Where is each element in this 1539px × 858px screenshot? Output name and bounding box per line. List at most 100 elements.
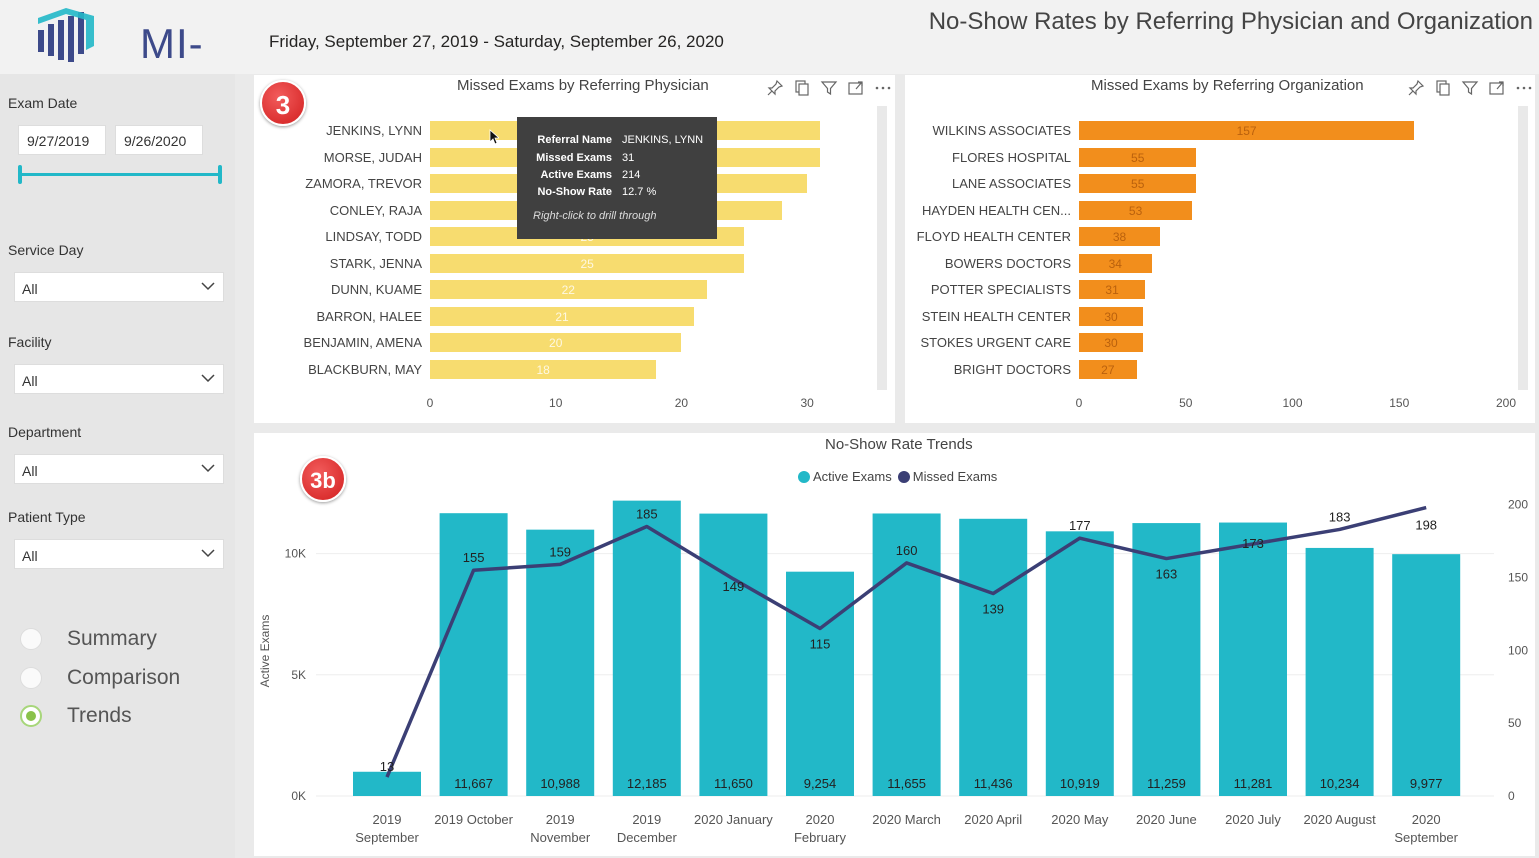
bar-value-label: 11,650 [714,776,753,791]
patient-type-dropdown[interactable]: All [14,539,224,569]
more-options-icon[interactable] [874,79,892,97]
line-value-label: 13 [380,759,394,774]
x-axis-tick: 10 [549,396,563,410]
slider-end-handle[interactable] [218,165,222,184]
line-value-label: 155 [463,550,485,565]
radio-summary[interactable] [20,628,42,650]
page-title: No-Show Rates by Referring Physician and… [928,8,1533,35]
organization-visual-header [1407,79,1533,97]
x-axis-tick: 2020 March [872,812,941,827]
bar[interactable] [1079,306,1144,326]
y-right-tick: 100 [1508,643,1528,657]
bar-value-label: 10,988 [540,776,580,791]
bar[interactable] [430,253,745,273]
bar-value-label: 38 [1112,230,1127,244]
bar[interactable] [1079,200,1193,220]
bar-value-label: 21 [555,309,569,324]
radio-comparison[interactable] [20,667,42,689]
slider-start-handle[interactable] [18,165,22,184]
copy-icon[interactable] [1434,79,1452,97]
physician-visual-header [766,79,892,97]
y-left-tick: 10K [285,547,306,561]
bar[interactable] [430,280,707,299]
active-exams-bar[interactable] [786,571,854,796]
x-axis-tick: February [794,830,847,845]
line-value-label: 163 [1156,567,1178,582]
active-exams-bar[interactable] [1132,523,1201,796]
tooltip-value: JENKINS, LYNN [622,134,704,146]
bar[interactable] [430,333,682,352]
active-exams-bar[interactable] [1219,522,1287,796]
facility-dropdown[interactable]: All [14,364,224,394]
category-label: POTTER SPECIALISTS [930,282,1071,297]
category-label: BOWERS DOCTORS [944,255,1071,271]
line-value-label: 139 [982,602,1004,617]
bar[interactable] [1079,174,1197,193]
tooltip-key: No-Show Rate [537,186,612,198]
tooltip-key: Referral Name [537,134,612,146]
line-value-label: 177 [1069,518,1091,533]
organization-chart-scrollbar[interactable] [1518,106,1528,390]
category-label: BRIGHT DOCTORS [953,361,1071,377]
nav-comparison[interactable]: Comparison [20,665,180,691]
legend-dot-missed [897,470,910,483]
x-axis-tick: 2020 May [1051,812,1109,827]
pin-icon[interactable] [766,79,784,97]
active-exams-bar[interactable] [612,500,681,796]
missed-exams-line [385,505,1427,778]
nav-comparison-label: Comparison [67,666,181,689]
active-exams-bar[interactable] [526,529,595,796]
bar-value-label: 11,281 [1234,776,1273,791]
pin-icon[interactable] [1407,79,1425,97]
date-range-slider[interactable] [20,173,220,176]
radio-trends[interactable] [20,705,42,727]
patient-type-label: Patient Type [8,509,86,525]
physician-chart-scrollbar[interactable] [877,106,887,390]
active-exams-bar[interactable] [959,518,1028,796]
category-label: WILKINS ASSOCIATES [932,123,1071,138]
active-exams-bar[interactable] [699,513,768,796]
x-axis-tick: 100 [1282,396,1303,410]
nav-summary[interactable]: Summary [20,626,157,652]
line-value-label: 149 [723,579,745,594]
filter-icon[interactable] [1461,79,1479,97]
line-value-label: 185 [636,507,658,522]
service-day-dropdown[interactable]: All [14,272,224,302]
start-date-input[interactable]: 9/27/2019 [18,125,106,155]
bar[interactable] [1079,359,1137,379]
x-axis-tick: 2020 January [694,812,773,827]
bar[interactable] [430,359,657,379]
focus-mode-icon[interactable] [1488,79,1506,97]
x-axis-tick: 0 [1075,396,1083,410]
bar[interactable] [1079,333,1144,352]
y-left-tick: 5K [291,668,306,682]
x-axis-tick: 20 [674,396,689,410]
copy-icon[interactable] [793,79,811,97]
facility-label: Facility [8,334,52,350]
bar-value-label: 157 [1236,124,1257,138]
legend-item-missed[interactable]: Missed Exams [897,469,997,484]
bar[interactable] [1079,121,1415,140]
bar[interactable] [430,306,694,326]
active-exams-bar[interactable] [439,513,508,796]
category-label: FLOYD HEALTH CENTER [916,229,1071,244]
chevron-down-icon [201,549,215,558]
active-exams-bar[interactable] [1392,554,1461,796]
filter-icon[interactable] [820,79,838,97]
active-exams-bar[interactable] [1045,531,1114,796]
tooltip-value: 12.7 % [622,186,657,198]
bar[interactable] [1079,227,1161,246]
active-exams-bar[interactable] [1305,547,1374,796]
bar[interactable] [1079,147,1197,167]
department-dropdown[interactable]: All [14,454,224,484]
more-options-icon[interactable] [1515,79,1533,97]
legend-label-active: Active Exams [813,469,892,484]
end-date-input[interactable]: 9/26/2020 [115,125,203,155]
nav-trends[interactable]: Trends [20,703,132,729]
legend-item-active[interactable]: Active Exams [798,469,892,484]
bar[interactable] [1079,280,1146,299]
bar[interactable] [1079,253,1152,273]
active-exams-bar[interactable] [872,513,941,796]
focus-mode-icon[interactable] [847,79,865,97]
tooltip-row: Missed Exams 31 [517,152,717,166]
